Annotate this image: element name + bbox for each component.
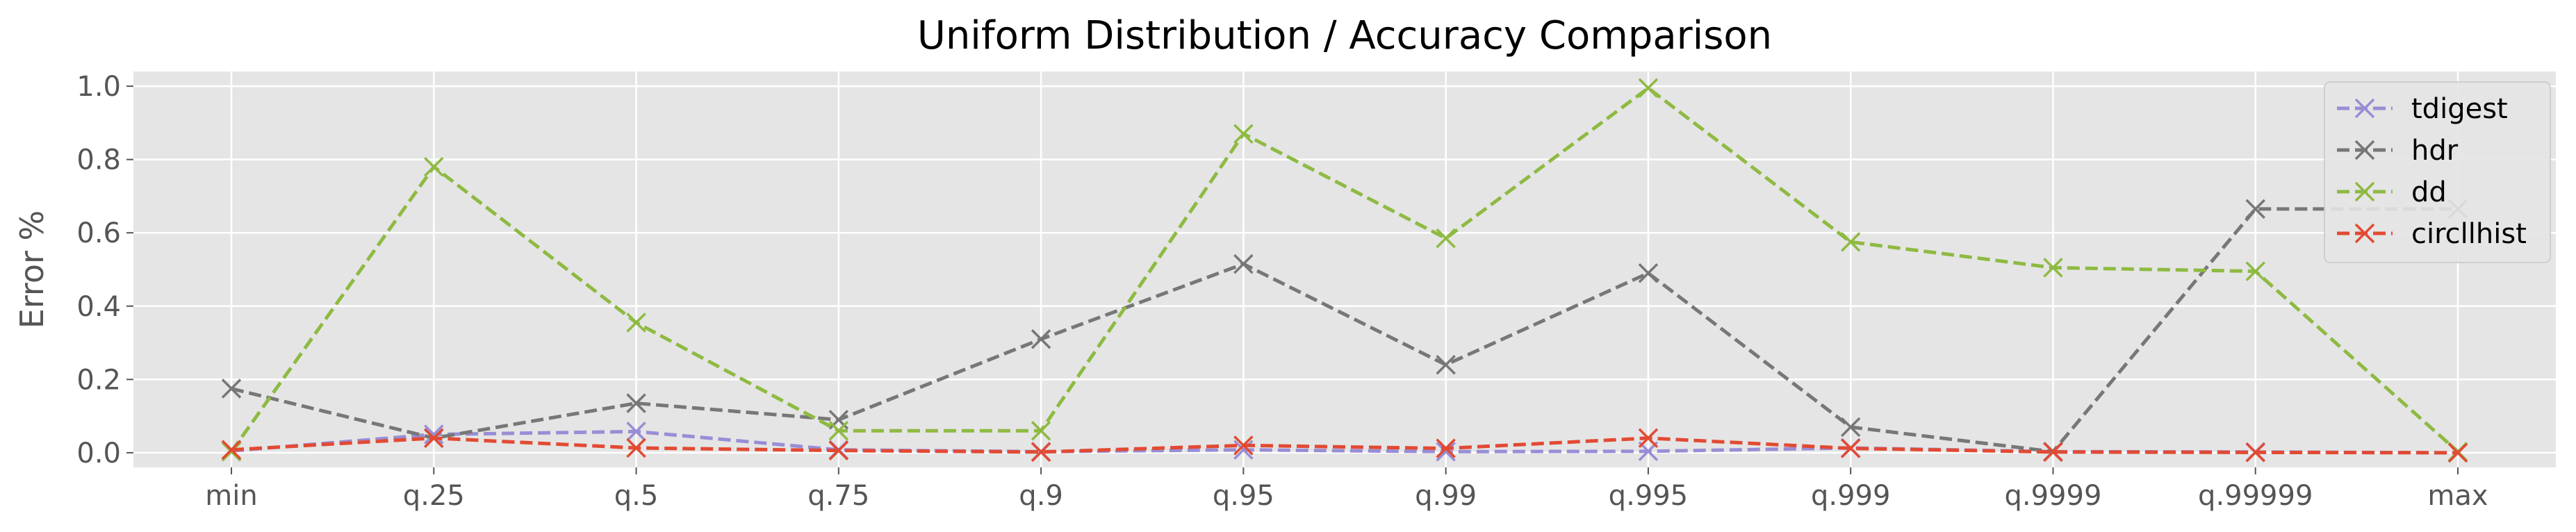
chart-title: Uniform Distribution / Accuracy Comparis… (917, 13, 1772, 58)
data-point (2447, 442, 2468, 463)
data-point (2043, 442, 2063, 463)
data-point (1840, 417, 1861, 438)
data-point (1638, 78, 1659, 98)
data-point (2043, 258, 2063, 278)
data-point (1840, 232, 1861, 252)
legend-label: circllhist (2411, 218, 2527, 250)
y-tick-label: 0.4 (76, 291, 121, 323)
data-point (221, 379, 242, 399)
y-tick-label: 0.6 (76, 217, 121, 249)
x-tick-label: min (205, 480, 257, 512)
data-point (1233, 124, 1254, 144)
data-point (1436, 442, 1456, 462)
legend-entry-circllhist[interactable]: circllhist (2337, 218, 2527, 250)
x-tick-label: q.995 (1609, 480, 1688, 512)
data-point (626, 313, 646, 333)
x-tick-label: q.75 (807, 480, 869, 512)
data-point (424, 156, 444, 177)
data-point (626, 393, 646, 413)
x-tick-label: q.95 (1213, 480, 1274, 512)
legend-label: tdigest (2411, 93, 2508, 125)
legend[interactable]: tdigest hdr dd circllhist (2324, 81, 2551, 263)
x-tick-label: q.25 (403, 480, 465, 512)
y-tick-label: 0.0 (76, 438, 121, 469)
data-point (828, 420, 849, 441)
series-circllhist (221, 428, 2468, 463)
x-tick-label: max (2427, 480, 2488, 512)
x-tick-label: q.999 (1811, 480, 1890, 512)
y-axis-ticks: 0.0 0.2 0.4 0.6 0.8 1.0 (76, 71, 133, 469)
data-point (1638, 263, 1659, 283)
data-point (1436, 438, 1456, 458)
data-point (221, 442, 242, 462)
data-point (626, 422, 646, 442)
data-point (221, 440, 242, 460)
data-point (2245, 199, 2265, 219)
grid-lines (133, 72, 2556, 467)
y-tick-label: 1.0 (76, 71, 121, 103)
data-point (1031, 420, 1051, 441)
data-point (1031, 329, 1051, 349)
series-layer (221, 78, 2468, 463)
series-line-hdr (231, 207, 2458, 454)
legend-box (2324, 81, 2551, 263)
data-point (2245, 442, 2265, 463)
data-point (1840, 438, 1861, 458)
data-point (1233, 435, 1254, 456)
x-tick-label: q.9999 (2005, 480, 2102, 512)
y-tick-label: 0.2 (76, 364, 121, 396)
data-point (1436, 354, 1456, 375)
legend-label: dd (2411, 176, 2447, 208)
y-tick-label: 0.8 (76, 144, 121, 176)
series-line-circllhist (231, 436, 2459, 455)
data-point (1436, 228, 1456, 249)
data-point (828, 440, 849, 460)
data-point (626, 438, 646, 458)
y-axis-label: Error % (13, 210, 51, 329)
plot-area (133, 72, 2556, 467)
legend-entry-tdigest[interactable]: tdigest (2337, 93, 2508, 125)
legend-entry-hdr[interactable]: hdr (2337, 135, 2459, 167)
x-tick-label: q.5 (614, 480, 659, 512)
x-axis-ticks: min q.25 q.5 q.75 q.9 q.95 q.99 q.995 q.999 q.999… (205, 467, 2488, 512)
series-line-tdigest (231, 429, 2459, 455)
data-point (424, 428, 444, 449)
data-point (424, 424, 444, 444)
legend-label: hdr (2411, 135, 2459, 167)
data-point (2245, 261, 2265, 281)
x-tick-label: q.99 (1415, 480, 1477, 512)
data-point (1233, 253, 1254, 274)
legend-entry-dd[interactable]: dd (2337, 176, 2447, 208)
x-tick-label: q.99999 (2198, 480, 2313, 512)
x-tick-label: q.9 (1019, 480, 1063, 512)
data-point (1031, 442, 1051, 463)
data-point (1638, 428, 1659, 449)
series-line-dd (229, 85, 2459, 454)
